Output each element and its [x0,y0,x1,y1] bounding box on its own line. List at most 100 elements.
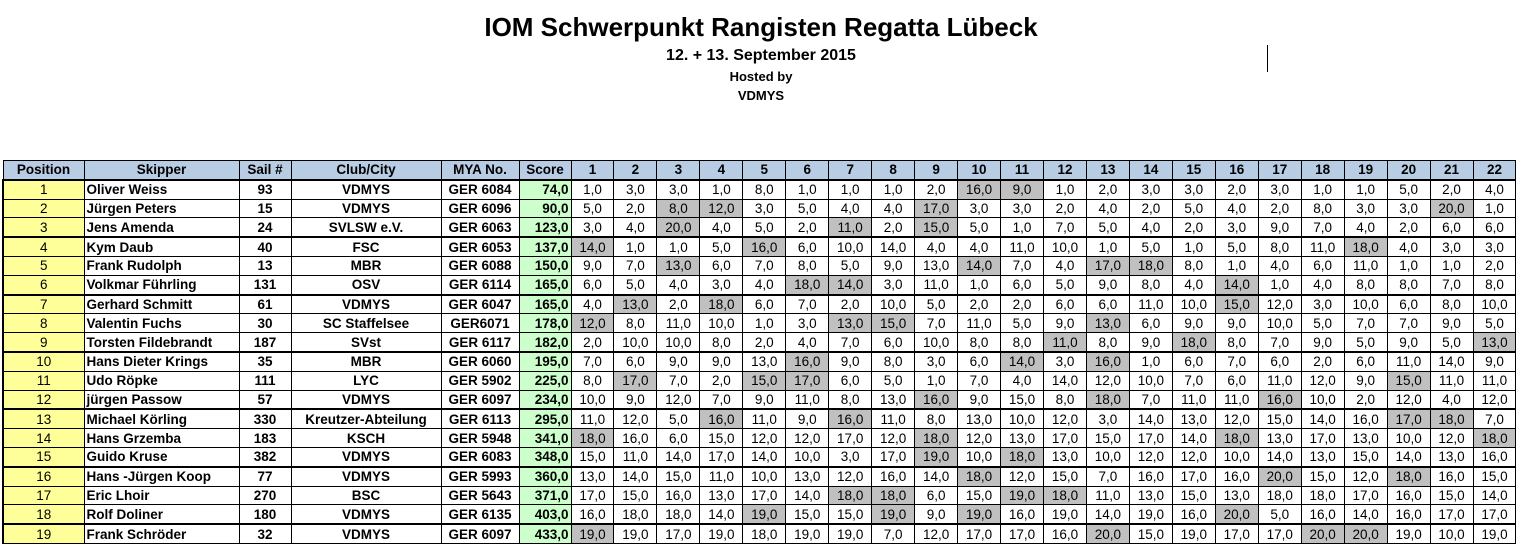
race-result: 15,0 [1386,370,1431,391]
race-result: 3,0 [1386,198,1431,219]
race-result: 9,0 [1085,274,1130,296]
race-result: 9,0 [957,389,1002,410]
race-result: 19,0 [1128,504,1173,525]
race-result: 18,0 [1128,255,1173,276]
race-result: 5,0 [1257,504,1302,525]
column-header: 7 [828,159,873,181]
race-result: 2,0 [1085,179,1130,200]
race-result: 1,0 [1000,217,1044,238]
position: 9 [2,332,85,353]
skipper: Hans -Jürgen Koop [83,465,240,487]
race-result: 1,0 [699,179,744,200]
race-result: 16,0 [1257,389,1302,410]
race-result: 1,0 [1343,179,1388,200]
race-result: 10,0 [1000,408,1044,430]
race-result: 9,0 [656,350,701,372]
race-result: 18,0 [570,428,615,448]
race-result: 13,0 [1300,446,1345,468]
race-result: 14,0 [1128,408,1173,430]
race-result: 4,0 [1343,217,1388,238]
race-result: 17,0 [914,198,959,219]
race-result: 16,0 [1343,408,1388,430]
race-result: 7,0 [570,350,615,372]
race-result: 11,0 [699,465,744,487]
race-result: 10,0 [957,446,1002,468]
sail-number: 24 [238,217,292,238]
race-result: 1,0 [1085,236,1130,257]
skipper: Valentin Fuchs [83,313,240,334]
race-result: 2,0 [828,293,873,315]
score: 137,0 [518,236,572,257]
race-result: 9,0 [1000,179,1044,200]
mya-number: GER 6135 [440,504,520,525]
race-result: 20,0 [1429,198,1474,219]
race-result: 12,0 [1085,370,1130,391]
race-result: 4,0 [1085,198,1130,219]
race-result: 6,0 [1300,255,1345,276]
skipper: Eric Lhoir [83,485,240,506]
race-result: 1,0 [1429,255,1474,276]
race-result: 8,0 [957,332,1002,353]
race-result: 17,0 [1085,255,1130,276]
race-result: 6,0 [1214,370,1259,391]
position: 11 [2,370,85,391]
mya-number: GER 6053 [440,236,520,257]
race-result: 6,0 [1085,293,1130,315]
club: SVst [290,332,442,353]
position: 13 [2,408,85,430]
race-result: 7,0 [785,293,830,315]
race-result: 15,0 [1343,446,1388,468]
column-header: 8 [871,159,916,181]
result-row: 13 Michael Körling 330 Kreutzer-Abteilung GE… [2,408,1517,430]
race-result: 13,0 [1000,428,1044,448]
score: 150,0 [518,255,572,276]
race-result: 1,0 [1300,179,1345,200]
race-result: 7,0 [699,389,744,410]
race-result: 4,0 [1429,389,1474,410]
mya-number: GER 6084 [440,179,520,200]
race-result: 3,0 [914,350,959,372]
race-result: 15,0 [570,446,615,468]
score: 403,0 [518,504,572,525]
race-result: 10,0 [613,332,658,353]
skipper: Kym Daub [83,236,240,257]
race-result: 14,0 [1171,428,1216,448]
race-result: 9,0 [785,408,830,430]
race-result: 11,0 [914,274,959,296]
race-result: 7,0 [1128,389,1173,410]
race-result: 16,0 [785,350,830,372]
sail-number: 15 [238,198,292,219]
race-result: 11,0 [1171,389,1216,410]
race-result: 11,0 [1214,389,1259,410]
score: 195,0 [518,350,572,372]
race-result: 5,0 [570,198,615,219]
race-result: 17,0 [1171,465,1216,487]
race-result: 1,0 [914,370,959,391]
race-result: 9,0 [570,255,615,276]
race-result: 8,0 [1386,274,1431,296]
race-result: 6,0 [1386,293,1431,315]
race-result: 6,0 [1343,350,1388,372]
race-result: 5,0 [1128,236,1173,257]
race-result: 16,0 [656,485,701,506]
race-result: 8,0 [1300,198,1345,219]
column-header: 17 [1257,159,1302,181]
race-result: 9,0 [871,255,916,276]
race-result: 6,0 [1128,313,1173,334]
race-result: 5,0 [1171,198,1216,219]
race-result: 14,0 [656,446,701,468]
race-result: 6,0 [785,236,830,257]
skipper: Jens Amenda [83,217,240,238]
race-result: 7,0 [1343,313,1388,334]
position: 12 [2,389,85,410]
race-result: 20,0 [1257,465,1302,487]
race-result: 5,0 [871,370,916,391]
race-result: 6,0 [742,293,787,315]
race-result: 3,0 [1343,198,1388,219]
result-row: 10 Hans Dieter Krings 35 MBR GER 6060 195,0 7,… [2,350,1517,372]
race-result: 8,0 [1042,389,1087,410]
race-result: 5,0 [1042,274,1087,296]
race-result: 2,0 [656,293,701,315]
race-result: 14,0 [1000,350,1044,372]
race-result: 4,0 [914,236,959,257]
